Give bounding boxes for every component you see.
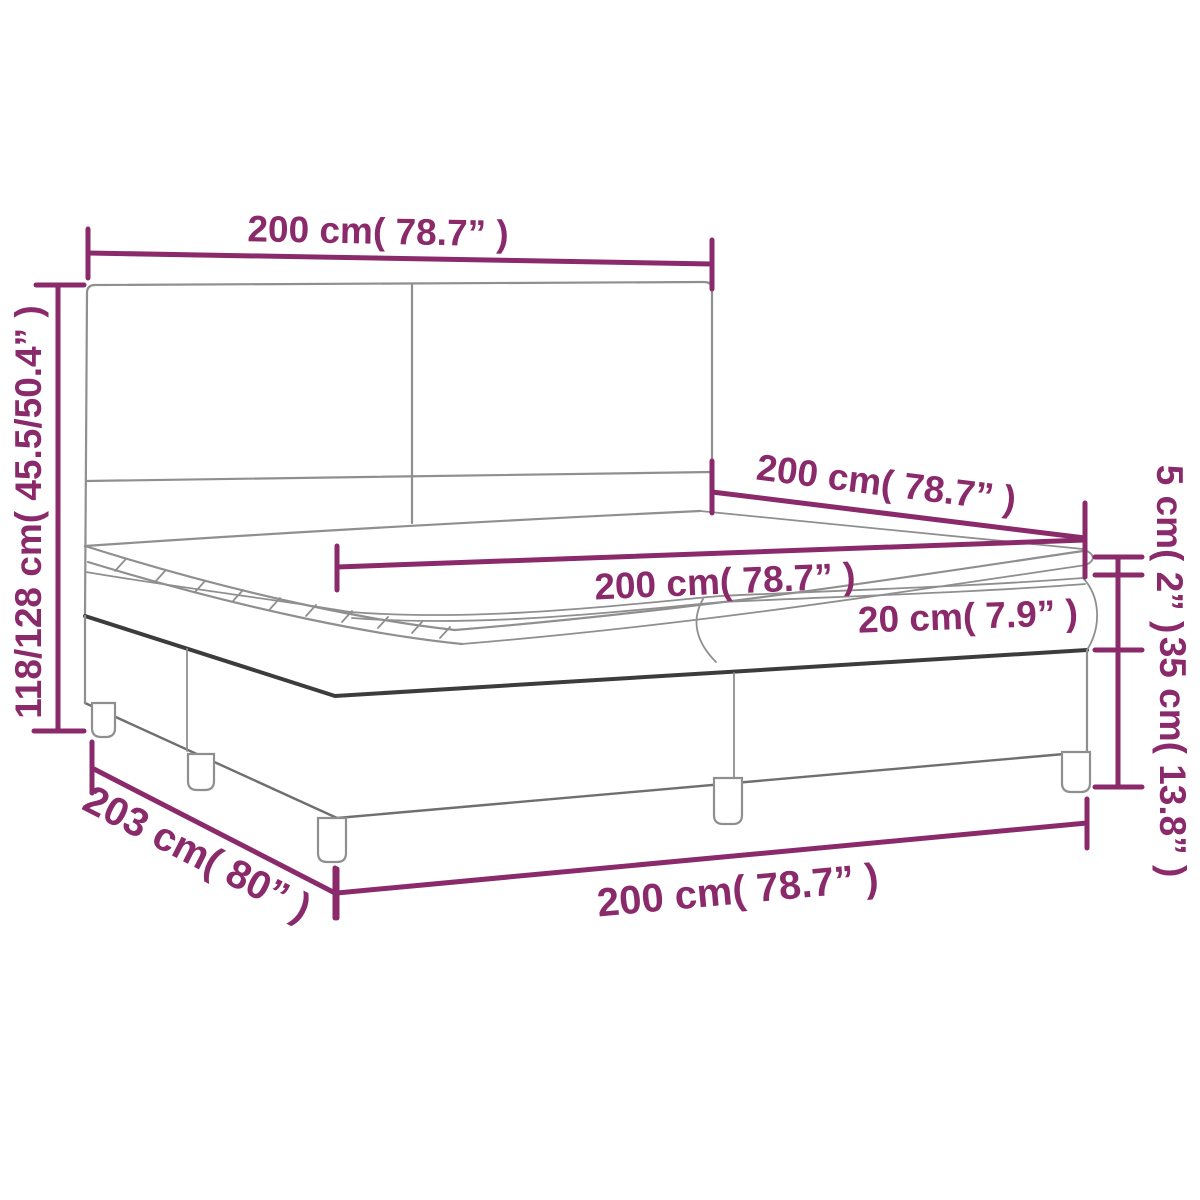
mattress-center-seam: [695, 598, 717, 663]
base-top-edge: [83, 614, 1089, 699]
topper-stitching: [114, 559, 451, 639]
base-bottom-edge-front: [335, 750, 1089, 820]
dim-overall-height: 118/128 cm( 45.5/50.4” ): [8, 282, 87, 734]
leg-side-middle: [186, 752, 216, 792]
bed-length-label: 203 cm( 80” ): [76, 777, 318, 930]
dim-layer-heights: 5 cm( 2” ) 35 cm( 13.8” ): [1092, 465, 1193, 878]
overall-height-label: 118/128 cm( 45.5/50.4” ): [8, 305, 49, 718]
mattress-front-top-edge: [349, 577, 1084, 616]
mattress-thickness-label: 20 cm( 7.9” ): [857, 592, 1078, 641]
leg-back-left: [90, 701, 117, 739]
topper-left-band-bottom: [86, 560, 464, 646]
headboard-width-dim-line: [85, 250, 715, 267]
headboard-width-label: 200 cm( 78.7” ): [247, 208, 509, 254]
base-height-label: 35 cm( 13.8” ): [1152, 637, 1193, 878]
leg-front-right: [1060, 750, 1092, 794]
mattress-topper: [83, 509, 1094, 646]
topper-thickness-label: 5 cm( 2” ): [1149, 465, 1190, 634]
bed-length-dim-line: [89, 765, 338, 896]
dim-topper-width: 200 cm( 78.7” ): [709, 447, 1088, 580]
topper-back-edge: [83, 509, 702, 548]
leg-front-center: [712, 776, 744, 826]
mattress-right-edge: [1082, 577, 1098, 651]
legs: [90, 701, 1092, 864]
box-spring-base: [83, 614, 1089, 820]
topper-width-dim-line: [709, 489, 1088, 541]
topper-width-label: 200 cm( 78.7” ): [754, 447, 1018, 520]
mattress-width-dim-line: [334, 537, 1088, 570]
leg-front-left: [316, 816, 348, 864]
mattress-width-label: 200 cm( 78.7” ): [594, 555, 857, 607]
bed-width-dim-line: [334, 820, 1090, 896]
topper-left-edge: [83, 544, 457, 632]
headboard-middle-divider: [85, 470, 714, 483]
topper-front-band-bottom: [461, 564, 1087, 645]
topper-front-edge: [453, 549, 1085, 632]
dim-headboard-width: 200 cm( 78.7” ): [85, 208, 715, 292]
dim-bed-width: 200 cm( 78.7” ): [334, 796, 1090, 926]
